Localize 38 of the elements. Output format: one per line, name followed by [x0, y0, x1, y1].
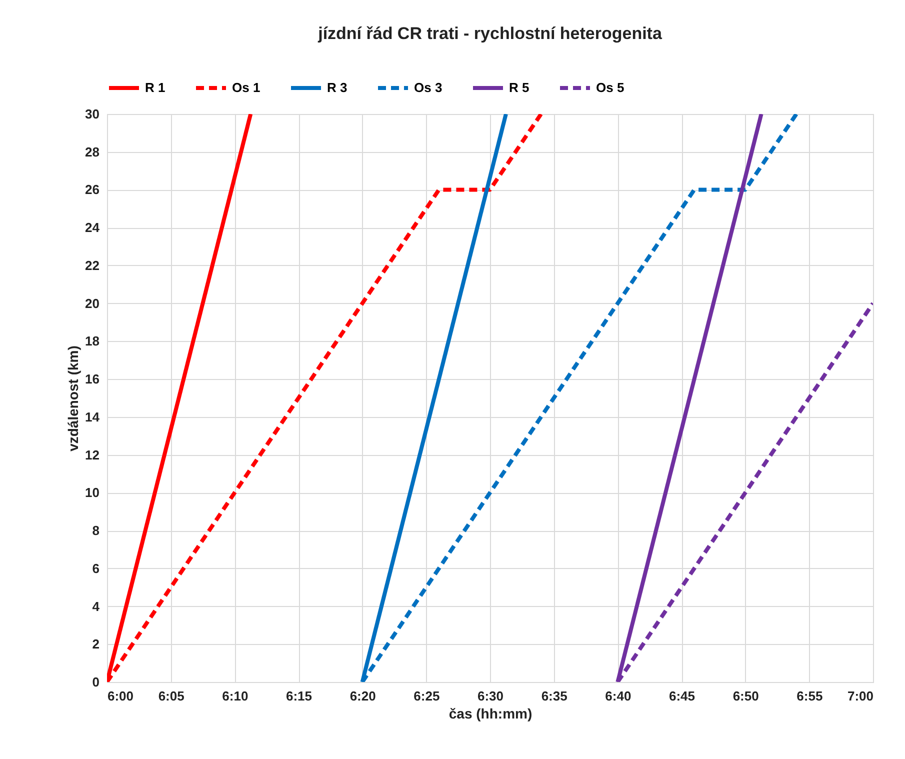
x-tick-label: 6:00	[108, 688, 134, 704]
x-tick-label: 6:05	[158, 688, 184, 704]
y-tick-label: 24	[85, 220, 100, 236]
y-tick-label: 26	[85, 182, 100, 198]
y-tick-label: 18	[85, 334, 100, 349]
y-tick-label: 2	[92, 636, 100, 652]
legend-label: R 3	[327, 80, 348, 95]
x-tick-label: 6:10	[222, 688, 248, 704]
y-tick-label: 20	[85, 296, 100, 311]
x-tick-label: 6:30	[477, 688, 504, 704]
x-tick-label: 6:25	[414, 688, 440, 704]
legend-label: Os 5	[596, 80, 624, 95]
y-tick-label: 28	[85, 144, 100, 160]
y-tick-label: 30	[85, 106, 100, 122]
y-tick-label: 6	[92, 560, 100, 576]
y-tick-label: 16	[85, 372, 100, 387]
y-tick-label: 12	[85, 447, 100, 462]
x-tick-label: 6:55	[796, 688, 823, 704]
x-tick-label: 6:50	[732, 688, 759, 704]
legend-label: R 1	[145, 80, 166, 95]
x-tick-label: 7:00	[847, 688, 874, 704]
y-tick-label: 14	[85, 409, 100, 424]
x-tick-label: 6:35	[541, 688, 568, 704]
legend-label: Os 1	[232, 80, 260, 95]
chart-title: jízdní řád CR trati - rychlostní heterogenita	[317, 24, 662, 43]
x-tick-label: 6:20	[350, 688, 376, 704]
y-axis-title: vzdálenost (km)	[65, 346, 82, 452]
y-tick-label: 4	[92, 598, 100, 614]
x-tick-label: 6:40	[605, 688, 632, 704]
x-axis-title: čas (hh:mm)	[448, 706, 532, 722]
y-tick-label: 8	[92, 523, 100, 538]
x-tick-label: 6:15	[286, 688, 312, 704]
y-tick-label: 0	[92, 674, 100, 690]
legend-label: R 5	[509, 80, 530, 95]
y-tick-label: 22	[85, 258, 100, 273]
y-tick-label: 10	[85, 485, 100, 500]
x-tick-label: 6:45	[668, 688, 696, 704]
legend-label: Os 3	[414, 80, 442, 95]
